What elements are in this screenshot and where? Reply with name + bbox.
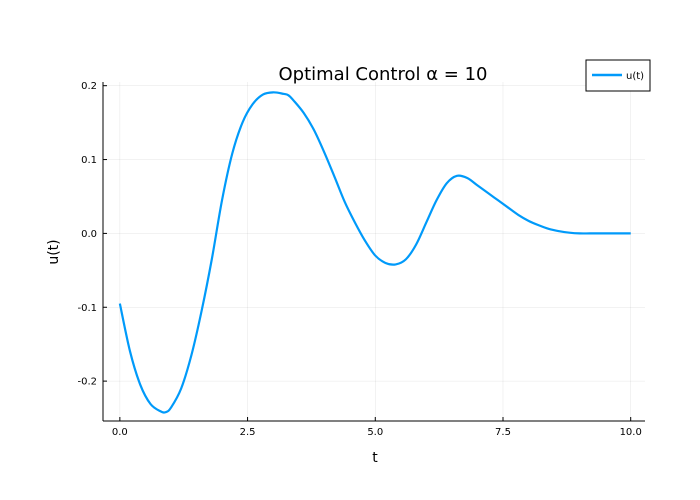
- x-tick-label: 7.5: [495, 427, 511, 438]
- y-tick-label: -0.1: [77, 303, 97, 314]
- x-tick-label: 5.0: [367, 427, 383, 438]
- ticks: 0.0 2.5 5.0 7.5 10.0 -0.2 -0.1 0.0 0.1 0.2: [77, 81, 641, 438]
- x-axis-label: t: [372, 450, 378, 466]
- grid: [103, 82, 645, 421]
- series-layer: [118, 91, 631, 414]
- x-tick-label: 0.0: [112, 427, 128, 438]
- legend-label-u: u(t): [626, 71, 644, 82]
- y-tick-label: 0.1: [81, 155, 97, 166]
- y-tick-label: 0.0: [81, 229, 97, 240]
- axes: [102, 82, 645, 422]
- y-axis-label: u(t): [46, 239, 62, 264]
- x-tick-label: 10.0: [620, 427, 642, 438]
- y-tick-label: 0.2: [81, 81, 97, 92]
- chart-title: Optimal Control α = 10: [278, 64, 487, 85]
- y-tick-label: -0.2: [77, 377, 97, 388]
- series-line-u: [118, 91, 631, 414]
- x-tick-label: 2.5: [240, 427, 256, 438]
- legend: u(t): [585, 59, 651, 92]
